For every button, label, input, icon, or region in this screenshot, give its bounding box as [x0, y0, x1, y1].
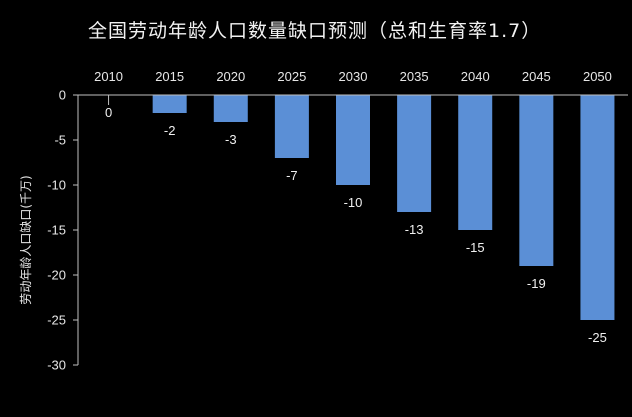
data-label: -7	[286, 168, 298, 183]
y-tick-label: -30	[47, 358, 66, 373]
y-tick-label: -20	[47, 268, 66, 283]
bar	[580, 95, 615, 320]
data-label: -15	[466, 240, 485, 255]
y-axis-label: 劳动年龄人口缺口(千万)	[18, 175, 33, 304]
bar	[519, 95, 554, 266]
data-label: -13	[405, 222, 424, 237]
y-tick-label: -10	[47, 178, 66, 193]
x-tick-label: 2025	[277, 69, 306, 84]
bar-group	[91, 95, 615, 320]
data-label: -19	[527, 276, 546, 291]
data-label: -25	[588, 330, 607, 345]
y-tick-labels: 0 -5 -10 -15 -20 -25 -30	[47, 88, 78, 373]
x-tick-label: 2040	[461, 69, 490, 84]
y-tick-label: -15	[47, 223, 66, 238]
data-labels: 0 -2 -3 -7 -10 -13 -15 -19 -25	[105, 105, 607, 345]
bar	[152, 95, 187, 113]
x-tick-label: 2035	[400, 69, 429, 84]
chart-title: 全国劳动年龄人口数量缺口预测（总和生育率1.7）	[88, 20, 542, 42]
bar	[397, 95, 432, 212]
bar	[336, 95, 370, 185]
x-tick-label: 2010	[94, 69, 123, 84]
x-tick-label: 2050	[583, 69, 612, 84]
y-tick-label: 0	[59, 88, 66, 103]
bar	[458, 95, 493, 230]
data-label: -3	[225, 132, 237, 147]
x-tick-label: 2030	[339, 69, 368, 84]
y-tick-label: -25	[47, 313, 66, 328]
x-tick-label: 2020	[216, 69, 245, 84]
data-label: -10	[344, 195, 363, 210]
y-tick-label: -5	[54, 133, 66, 148]
x-tick-label: 2045	[522, 69, 551, 84]
data-label: 0	[105, 105, 112, 120]
data-label: -2	[164, 123, 176, 138]
bar	[213, 95, 248, 122]
x-tick-label: 2015	[155, 69, 184, 84]
bar	[274, 95, 309, 158]
x-tick-labels: 2010 2015 2020 2025 2030 2035 2040 2045 2050	[94, 69, 612, 84]
